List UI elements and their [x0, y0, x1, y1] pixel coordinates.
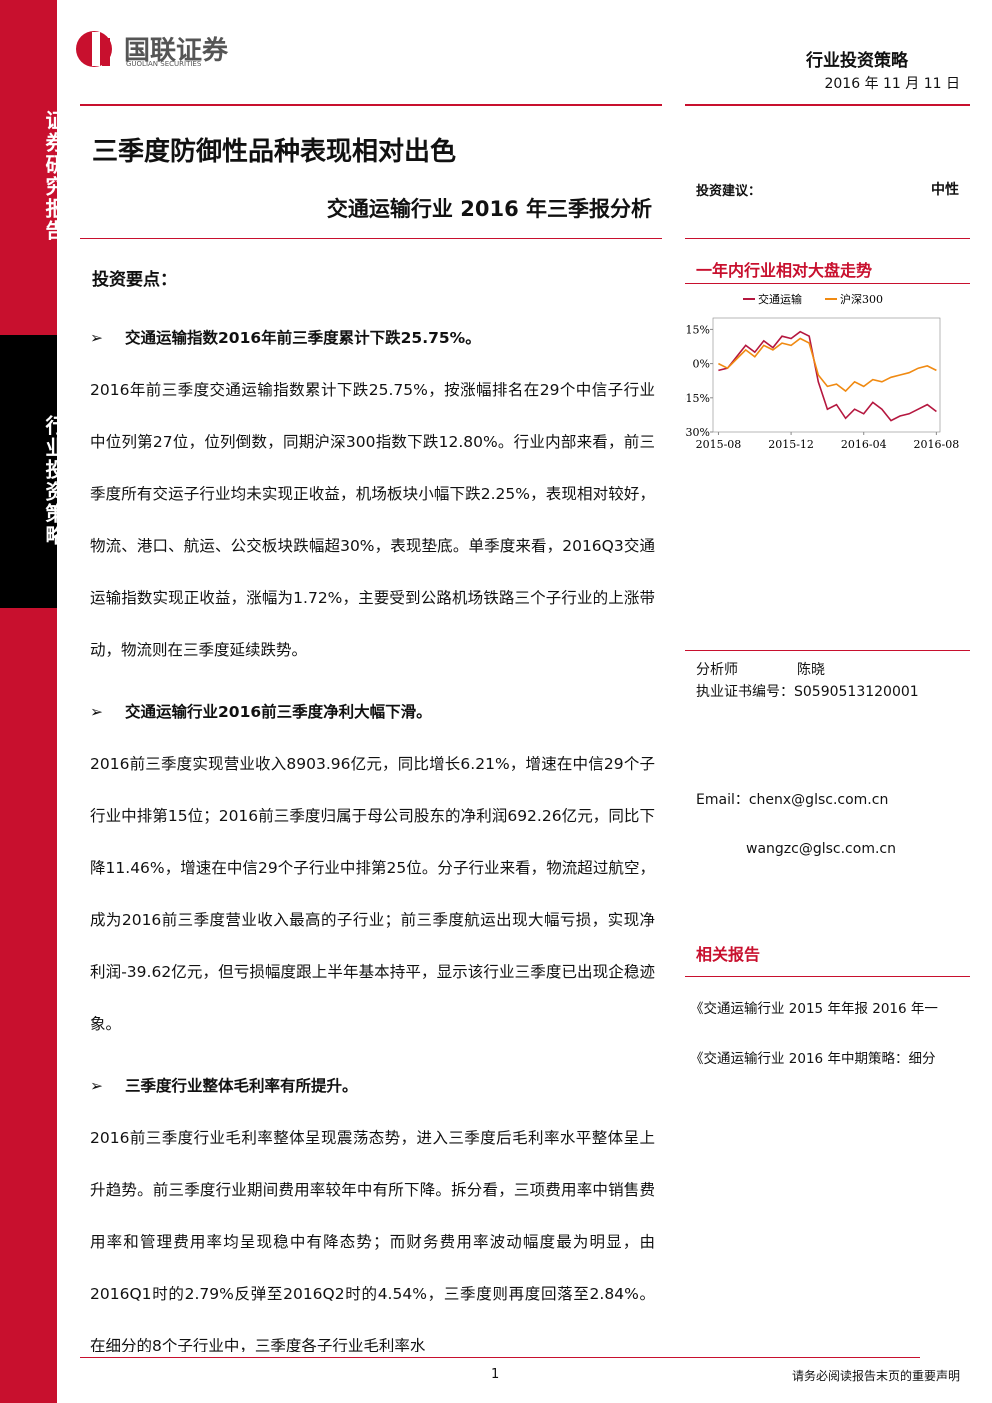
paragraph: 2016年前三季度交通运输指数累计下跌25.75%，按涨幅排名在29个中信子行业… — [90, 381, 655, 659]
bullet-point: 三季度行业整体毛利率有所提升。 — [90, 1060, 655, 1112]
page-number: 1 — [491, 1367, 500, 1382]
subtitle: 交通运输行业 2016 年三季报分析 — [326, 197, 652, 221]
logo-icon — [76, 31, 112, 67]
y-tick-label: -30% — [685, 426, 710, 439]
x-tick-label: 2016-04 — [841, 438, 887, 451]
logo-en: GUOLIAN SECURITIES — [126, 60, 202, 68]
series-line — [718, 337, 937, 393]
rule — [685, 238, 970, 239]
analyst-email: wangzc@glsc.com.cn — [746, 841, 896, 857]
legend-label: 沪深300 — [840, 292, 883, 306]
x-tick-label: 2015-08 — [696, 438, 742, 451]
y-tick-label: 15% — [686, 323, 710, 336]
paragraph: 2016前三季度实现营业收入8903.96亿元，同比增长6.21%，增速在中信2… — [90, 755, 655, 1033]
title: 三季度防御性品种表现相对出色 — [92, 137, 457, 167]
rating-value: 中性 — [931, 182, 959, 198]
date: 2016 年 11 月 11 日 — [824, 76, 960, 92]
chart: 15% 0% -15% -30%2015-08 2015-12 2016-04 2016-0… — [685, 292, 960, 451]
bullet-point: 交通运输行业2016前三季度净利大幅下滑。 — [90, 686, 655, 738]
rule — [685, 104, 970, 106]
rule — [80, 104, 662, 106]
related-heading: 相关报告 — [696, 945, 761, 964]
related-item: 《交通运输行业 2015 年年报 2016 年一 — [690, 1001, 938, 1017]
x-tick-label: 2016-08 — [914, 438, 960, 451]
x-tick-label: 2015-12 — [768, 438, 814, 451]
rule — [685, 650, 970, 651]
footer-notice: 请务必阅读报告末页的重要声明 — [791, 1369, 960, 1383]
analyst-email: Email：chenx@glsc.com.cn — [696, 792, 889, 808]
related-item: 《交通运输行业 2016 年中期策略：细分 — [690, 1051, 936, 1067]
sidebar-label: 行业投资策略 — [42, 415, 66, 547]
analyst-name: 陈晓 — [797, 662, 825, 678]
sidebar-red — [0, 608, 57, 1403]
analyst-cert: 执业证书编号：S0590513120001 — [696, 684, 919, 700]
body: 交通运输指数2016年前三季度累计下跌25.75%。 2016年前三季度交通运输指… — [90, 312, 655, 1352]
analyst-role: 分析师 — [696, 662, 738, 678]
rule — [685, 976, 970, 977]
sidebar-red — [0, 0, 57, 335]
rule — [80, 1357, 920, 1358]
chart-title: 一年内行业相对大盘走势 — [696, 261, 873, 280]
section-heading: 投资要点： — [92, 270, 177, 290]
category: 行业投资策略 — [806, 51, 908, 71]
bullet-point: 交通运输指数2016年前三季度累计下跌25.75%。 — [90, 312, 655, 364]
logo-text: 国联证券 — [124, 36, 229, 66]
sidebar-black — [0, 335, 57, 608]
rule — [685, 283, 970, 284]
paragraph: 2016前三季度行业毛利率整体呈现震荡态势，进入三季度后毛利率水平整体呈上升趋势… — [90, 1129, 655, 1352]
y-tick-label: 0% — [693, 358, 710, 371]
series-line — [718, 330, 937, 422]
y-tick-label: -15% — [685, 392, 710, 405]
rule — [80, 238, 662, 239]
rating-label: 投资建议： — [696, 184, 762, 199]
sidebar-label: 证券研究报告 — [42, 110, 66, 242]
plot-frame — [712, 317, 941, 433]
legend-label: 交通运输 — [758, 292, 802, 306]
